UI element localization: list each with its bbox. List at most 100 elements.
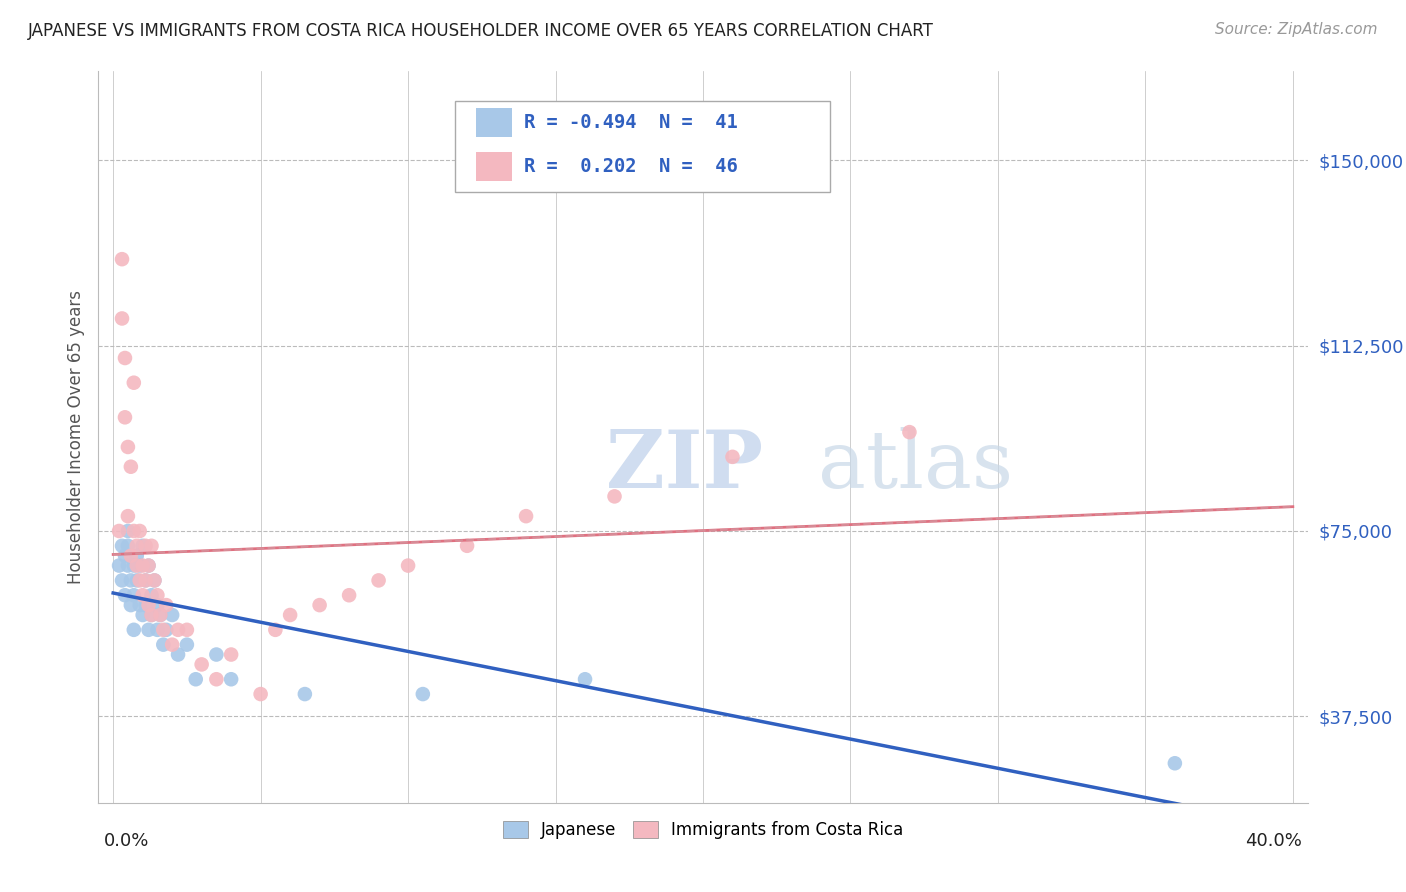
Point [337,588,360,602]
Point [249,687,271,701]
Point [131,607,153,622]
Text: Source: ZipAtlas.com: Source: ZipAtlas.com [1215,22,1378,37]
Point [120,574,142,588]
Point [131,588,153,602]
Point [205,648,228,662]
Point [135,598,157,612]
Point [128,558,150,573]
Point [138,598,160,612]
Point [456,539,478,553]
Point [131,539,153,553]
Text: ZIP: ZIP [606,427,763,506]
Point [117,524,139,538]
Point [120,459,142,474]
Point [721,450,744,464]
Point [114,410,136,425]
Point [108,558,131,573]
Text: R = -0.494  N =  41: R = -0.494 N = 41 [524,113,738,132]
Text: atlas: atlas [818,427,1012,506]
Point [146,588,169,602]
FancyBboxPatch shape [475,108,512,137]
Point [108,524,131,538]
Point [122,623,145,637]
Point [122,558,145,573]
Point [574,672,596,686]
Point [120,549,142,563]
Point [122,376,145,390]
Point [138,623,160,637]
Point [138,558,160,573]
Point [111,539,134,553]
Point [219,672,242,686]
Point [111,311,134,326]
Point [294,687,316,701]
Point [114,588,136,602]
Point [135,574,157,588]
Y-axis label: Householder Income Over 65 years: Householder Income Over 65 years [66,290,84,584]
Text: JAPANESE VS IMMIGRANTS FROM COSTA RICA HOUSEHOLDER INCOME OVER 65 YEARS CORRELAT: JAPANESE VS IMMIGRANTS FROM COSTA RICA H… [28,22,934,40]
Point [160,638,183,652]
Point [125,558,148,573]
Point [152,623,174,637]
Point [149,607,172,622]
Point [167,648,190,662]
Point [117,558,139,573]
Point [141,607,163,622]
Point [122,588,145,602]
Point [396,558,419,573]
FancyBboxPatch shape [475,152,512,181]
Text: 40.0%: 40.0% [1244,832,1302,850]
Point [278,607,301,622]
Point [125,539,148,553]
Point [122,524,145,538]
Point [412,687,434,701]
Point [146,623,169,637]
Point [128,574,150,588]
Point [146,598,169,612]
FancyBboxPatch shape [456,101,830,192]
Point [160,607,183,622]
Point [167,623,190,637]
Point [1164,756,1187,771]
Point [898,425,921,439]
Point [152,638,174,652]
Point [114,549,136,563]
Text: 0.0%: 0.0% [104,832,149,850]
Point [515,509,537,524]
Point [111,252,134,267]
Point [125,574,148,588]
Point [128,598,150,612]
Point [603,489,626,503]
Point [120,598,142,612]
Point [114,351,136,365]
Point [143,574,166,588]
Point [138,558,160,573]
Point [141,588,163,602]
Point [176,623,198,637]
Point [264,623,287,637]
Point [143,574,166,588]
Point [131,558,153,573]
Point [190,657,212,672]
Point [155,623,177,637]
Point [135,574,157,588]
Point [205,672,228,686]
Point [117,440,139,454]
Point [117,539,139,553]
Point [184,672,207,686]
Point [155,598,177,612]
Point [141,607,163,622]
Point [176,638,198,652]
Point [367,574,389,588]
Point [219,648,242,662]
Point [149,607,172,622]
Text: R =  0.202  N =  46: R = 0.202 N = 46 [524,157,738,176]
Legend: Japanese, Immigrants from Costa Rica: Japanese, Immigrants from Costa Rica [496,814,910,846]
Point [111,574,134,588]
Point [308,598,330,612]
Point [141,539,163,553]
Point [128,524,150,538]
Point [135,539,157,553]
Point [125,549,148,563]
Point [117,509,139,524]
